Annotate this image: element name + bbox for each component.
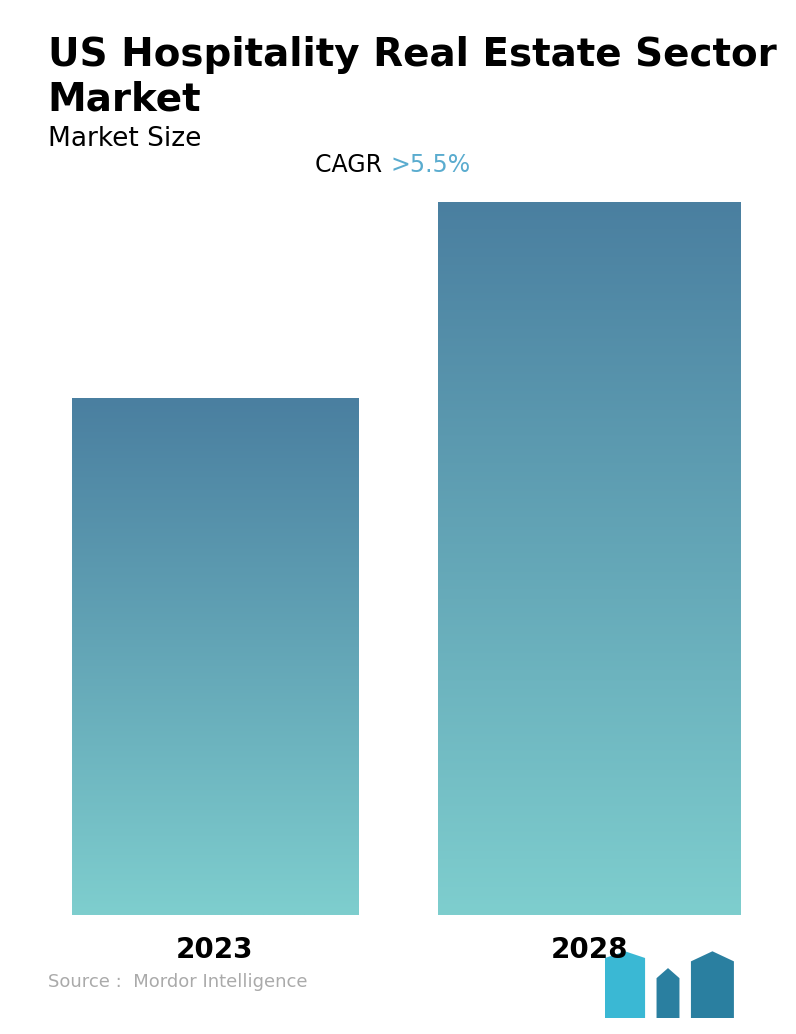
Text: CAGR: CAGR <box>315 153 390 178</box>
Polygon shape <box>691 951 734 1018</box>
Text: Market Size: Market Size <box>48 126 201 152</box>
Text: 2028: 2028 <box>550 936 628 964</box>
Polygon shape <box>605 951 645 1018</box>
Polygon shape <box>657 968 680 1018</box>
Text: Source :  Mordor Intelligence: Source : Mordor Intelligence <box>48 973 307 992</box>
Text: >5.5%: >5.5% <box>390 153 470 178</box>
Text: Market: Market <box>48 81 201 119</box>
Text: US Hospitality Real Estate Sector: US Hospitality Real Estate Sector <box>48 36 777 74</box>
Text: 2023: 2023 <box>176 936 254 964</box>
